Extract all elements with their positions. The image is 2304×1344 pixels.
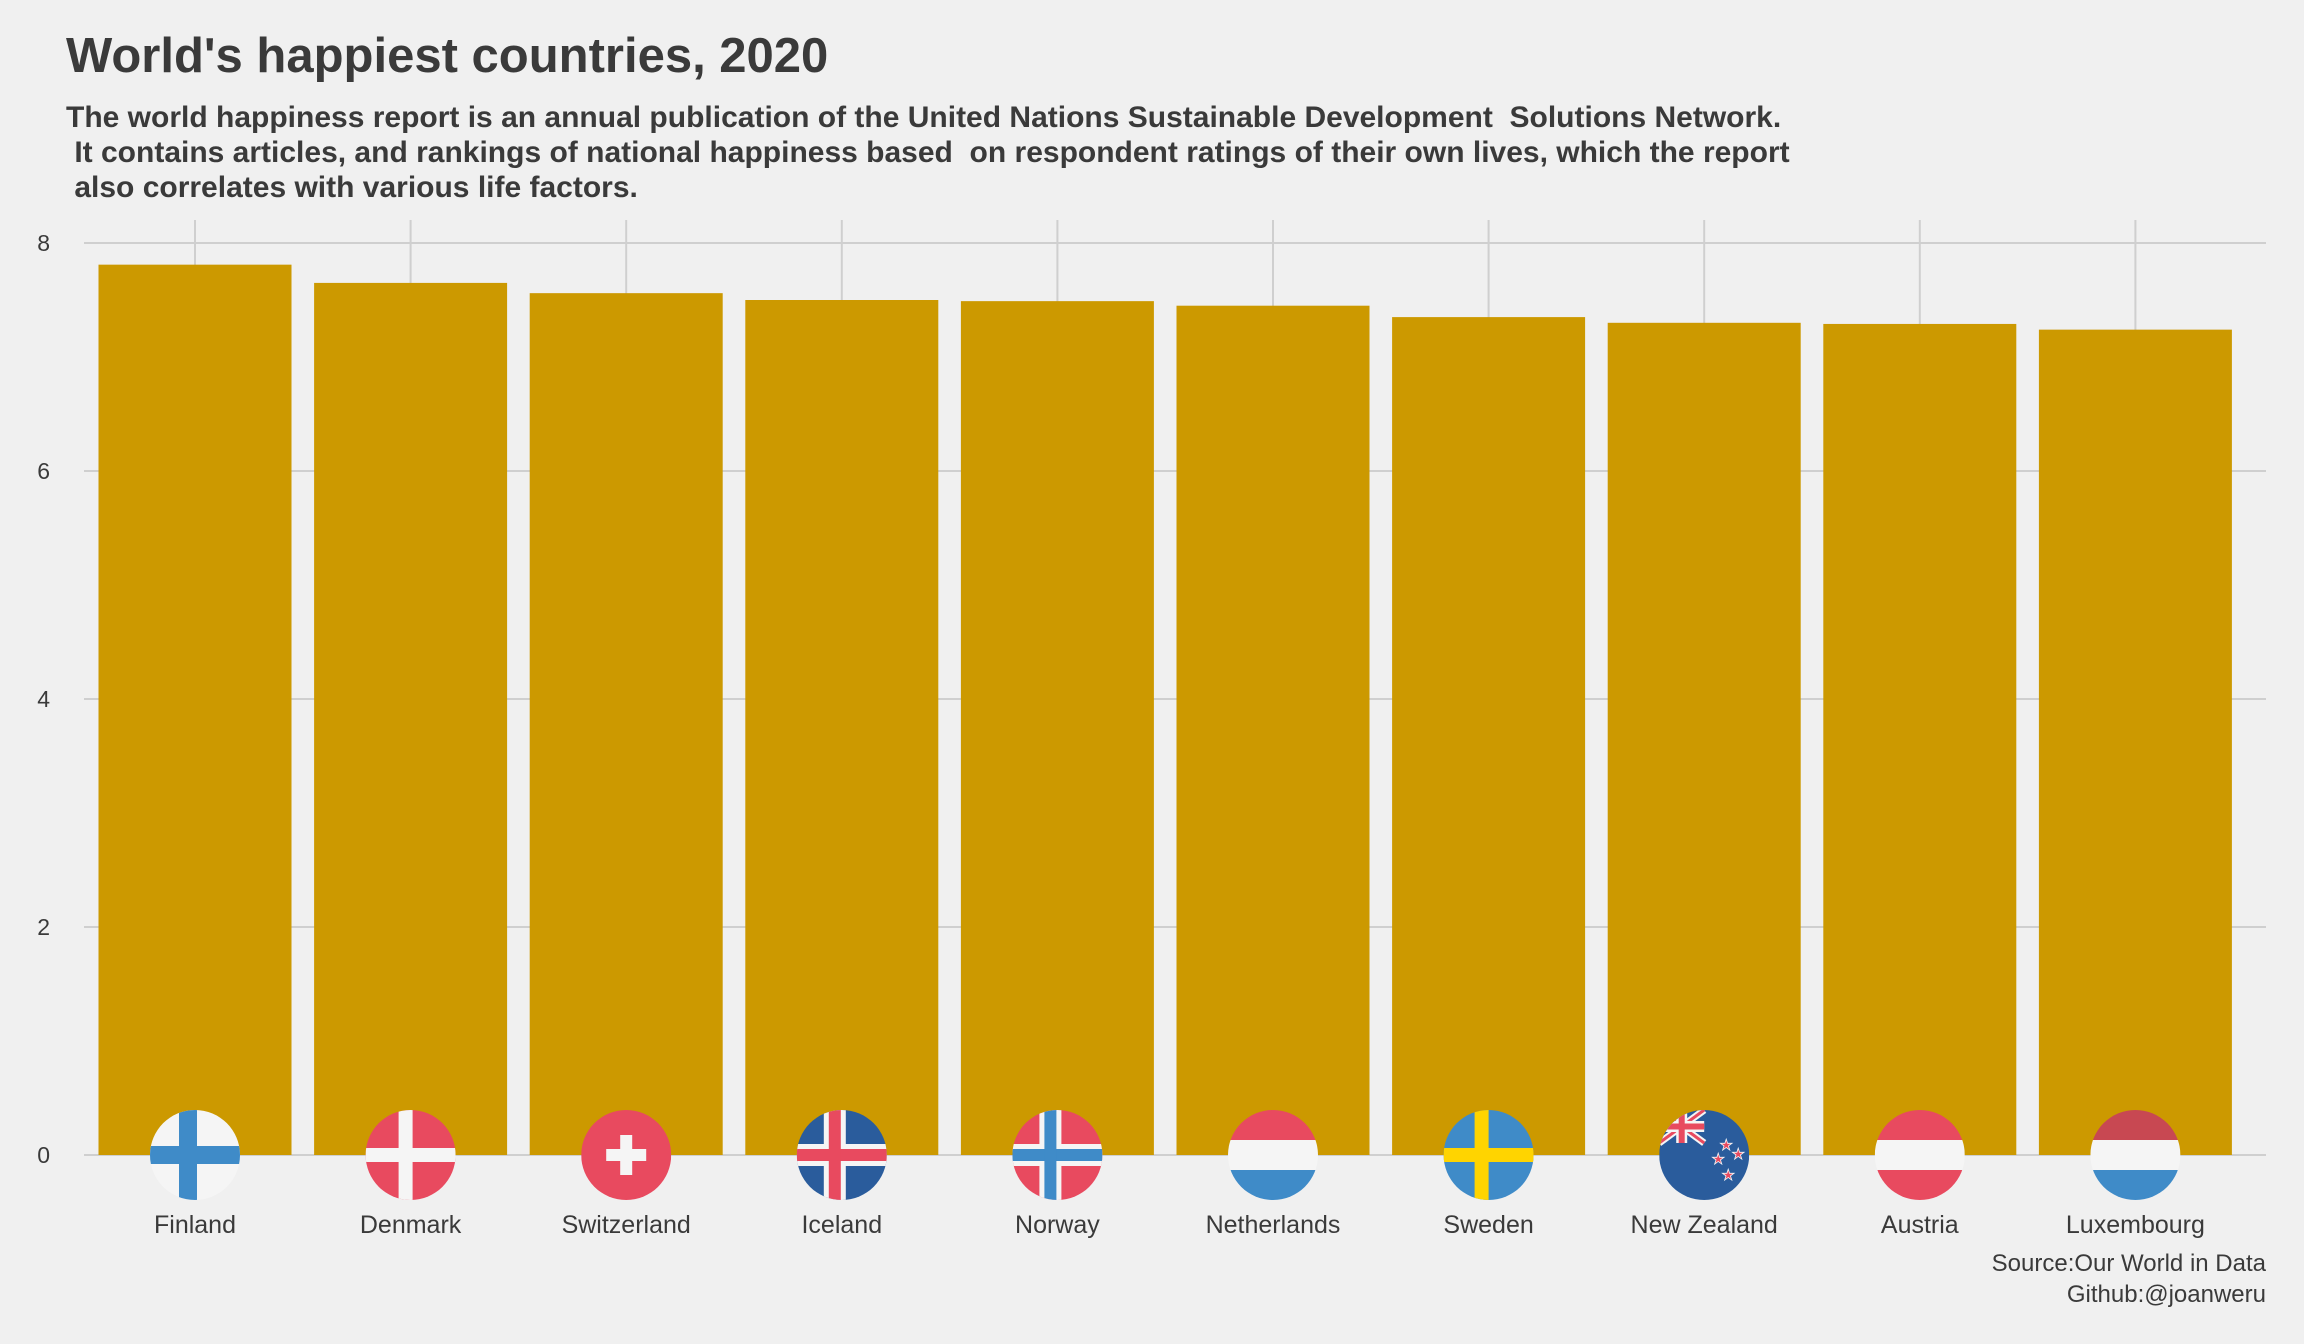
austria-flag-icon bbox=[1874, 1110, 1965, 1200]
x-tick-label-luxembourg: Luxembourg bbox=[2066, 1211, 2205, 1239]
finland-flag-icon bbox=[150, 1110, 240, 1200]
bar-finland bbox=[98, 264, 292, 1155]
y-tick-label: 6 bbox=[37, 458, 50, 484]
bars bbox=[98, 264, 2232, 1156]
y-tick-labels: 0 2 4 6 8 bbox=[37, 230, 50, 1168]
new-zealand-flag-icon: ★★★★ bbox=[1659, 1110, 1750, 1200]
svg-text:★: ★ bbox=[1731, 1146, 1744, 1163]
x-tick-label-finland: Finland bbox=[154, 1211, 236, 1239]
bar-austria bbox=[1823, 323, 2017, 1155]
switzerland-flag-icon bbox=[581, 1110, 672, 1200]
luxembourg-flag-icon bbox=[2090, 1110, 2181, 1200]
x-tick-label-iceland: Iceland bbox=[801, 1211, 882, 1239]
y-tick-label: 8 bbox=[37, 230, 50, 256]
denmark-flag-icon bbox=[365, 1110, 456, 1200]
source-caption: Source:Our World in Data bbox=[1991, 1250, 2266, 1277]
y-tick-label: 2 bbox=[37, 914, 50, 940]
x-tick-label-austria: Austria bbox=[1881, 1211, 1959, 1239]
bar-denmark bbox=[314, 282, 508, 1155]
bar-new-zealand bbox=[1607, 322, 1801, 1155]
x-tick-label-switzerland: Switzerland bbox=[562, 1211, 691, 1239]
chart-title: World's happiest countries, 2020 bbox=[66, 29, 829, 83]
bar-luxembourg bbox=[2038, 329, 2232, 1155]
x-tick-label-new-zealand: New Zealand bbox=[1631, 1211, 1778, 1239]
x-tick-label-norway: Norway bbox=[1015, 1211, 1100, 1239]
svg-text:★: ★ bbox=[1719, 1137, 1732, 1154]
norway-flag-icon bbox=[1012, 1110, 1103, 1200]
y-tick-label: 4 bbox=[37, 686, 50, 712]
iceland-flag-icon bbox=[796, 1110, 887, 1200]
x-tick-label-denmark: Denmark bbox=[360, 1211, 462, 1239]
netherlands-flag-icon bbox=[1228, 1110, 1318, 1200]
svg-text:★: ★ bbox=[1711, 1151, 1724, 1168]
chart-subtitle: The world happiness report is an annual … bbox=[66, 101, 1790, 204]
x-tick-labels: Finland Denmark Switzerland Iceland Norway Ne… bbox=[154, 1211, 2205, 1239]
y-tick-label: 0 bbox=[37, 1142, 50, 1168]
bar-sweden bbox=[1392, 317, 1586, 1156]
bar-switzerland bbox=[529, 293, 723, 1155]
bar-norway bbox=[960, 301, 1154, 1155]
github-caption: Github:@joanweru bbox=[2066, 1281, 2266, 1308]
bar-iceland bbox=[745, 300, 939, 1155]
svg-text:★: ★ bbox=[1721, 1167, 1734, 1184]
sweden-flag-icon bbox=[1443, 1110, 1534, 1200]
bar-netherlands bbox=[1176, 305, 1370, 1155]
flag-icons: ★★★★ bbox=[150, 1110, 2181, 1200]
x-tick-label-sweden: Sweden bbox=[1443, 1211, 1533, 1239]
caption: Source:Our World in Data Github:@joanwer… bbox=[1992, 1248, 2266, 1310]
x-tick-label-netherlands: Netherlands bbox=[1206, 1211, 1341, 1239]
